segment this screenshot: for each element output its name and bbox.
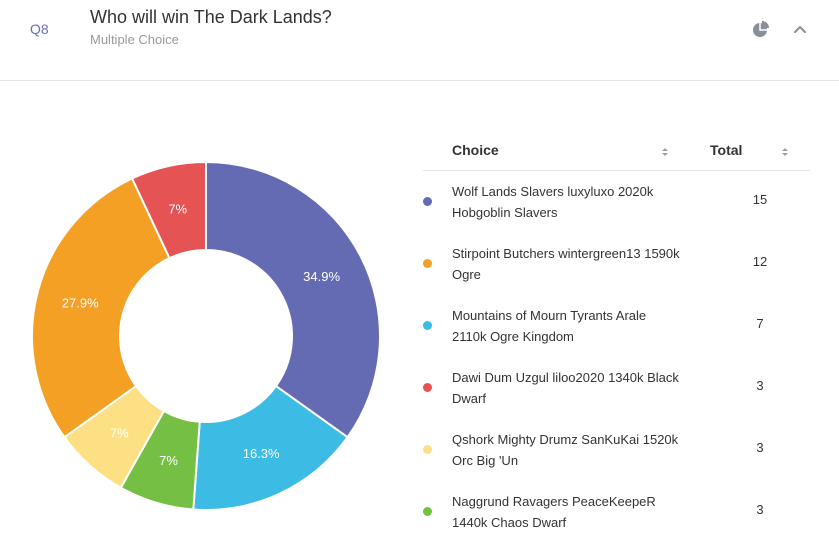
legend-color-dot	[423, 259, 432, 268]
donut-slice[interactable]	[31, 177, 171, 439]
legend-color-dot	[423, 507, 432, 516]
question-number: Q8	[30, 21, 49, 37]
legend-choice-label: Qshork Mighty Drumz SanKuKai 1520k Orc B…	[452, 432, 679, 468]
total-column-header[interactable]: Total	[710, 142, 743, 158]
legend-row: Mountains of Mourn Tyrants Arale 2110k O…	[423, 295, 810, 357]
legend-total-value: 15	[752, 192, 768, 207]
slice-percent-label: 27.9%	[62, 296, 99, 311]
sort-icon[interactable]	[661, 145, 669, 157]
legend-total-value: 3	[756, 378, 764, 393]
slice-percent-label: 16.3%	[243, 446, 280, 461]
legend-row: Wolf Lands Slavers luxyluxo 2020k Hobgob…	[423, 171, 810, 233]
legend-header: Choice Total	[423, 128, 810, 171]
pie-chart-icon[interactable]	[752, 20, 770, 38]
legend-choice-label: Naggrund Ravagers PeaceKeepeR 1440k Chao…	[452, 494, 656, 530]
legend-table: Choice Total Wolf Lands Slavers luxyluxo…	[423, 128, 810, 543]
slice-percent-label: 7%	[110, 425, 129, 440]
legend-total-value: 12	[752, 254, 768, 269]
donut-slice[interactable]	[130, 160, 207, 260]
slice-percent-label: 7%	[159, 453, 178, 468]
legend-row: Qshork Mighty Drumz SanKuKai 1520k Orc B…	[423, 419, 810, 481]
question-header: Q8 Who will win The Dark Lands? Multiple…	[0, 0, 839, 81]
donut-slice[interactable]	[192, 384, 349, 511]
legend-rows: Wolf Lands Slavers luxyluxo 2020k Hobgob…	[423, 171, 810, 543]
slice-percent-label: 34.9%	[303, 269, 340, 284]
slice-percent-label: 7%	[168, 202, 187, 217]
legend-total-value: 3	[756, 440, 764, 455]
legend-total-value: 7	[756, 316, 764, 331]
legend-color-dot	[423, 197, 432, 206]
legend-choice-label: Dawi Dum Uzgul liloo2020 1340k Black Dwa…	[452, 370, 679, 406]
legend-row: Stirpoint Butchers wintergreen13 1590k O…	[423, 233, 810, 295]
legend-choice-label: Wolf Lands Slavers luxyluxo 2020k Hobgob…	[452, 184, 654, 220]
question-title: Who will win The Dark Lands?	[90, 7, 332, 27]
donut-chart: 34.9% 16.3% 7% 7% 27.9% 7%	[31, 160, 381, 511]
chevron-up-icon[interactable]	[791, 20, 809, 38]
legend-color-dot	[423, 445, 432, 454]
sort-icon[interactable]	[781, 145, 789, 157]
legend-row: Naggrund Ravagers PeaceKeepeR 1440k Chao…	[423, 481, 810, 543]
question-type: Multiple Choice	[90, 32, 179, 47]
choice-column-header[interactable]: Choice	[452, 142, 499, 158]
legend-choice-label: Stirpoint Butchers wintergreen13 1590k O…	[452, 246, 680, 282]
legend-color-dot	[423, 383, 432, 392]
legend-row: Dawi Dum Uzgul liloo2020 1340k Black Dwa…	[423, 357, 810, 419]
donut-slice[interactable]	[205, 160, 381, 439]
legend-choice-label: Mountains of Mourn Tyrants Arale 2110k O…	[452, 308, 647, 344]
legend-color-dot	[423, 321, 432, 330]
legend-total-value: 3	[756, 502, 764, 517]
